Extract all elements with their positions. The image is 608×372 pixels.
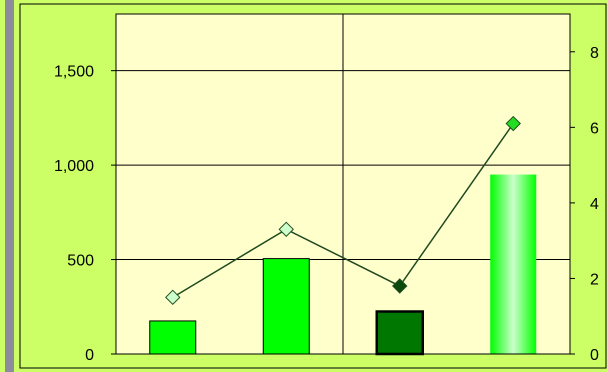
y2-tick-label: 0 [590, 347, 599, 364]
line-marker [392, 278, 408, 294]
chart-area-border [19, 3, 607, 369]
bar [262, 258, 310, 355]
bar [375, 310, 424, 356]
plot-frame [115, 13, 571, 355]
y-tick-label: 500 [67, 253, 94, 270]
gridlines [116, 14, 570, 354]
line-series [165, 115, 521, 306]
y2-tick-label: 6 [590, 120, 599, 137]
bar-series [149, 174, 537, 356]
line-marker [505, 115, 521, 132]
series-line [172, 123, 514, 298]
y2-tick-label: 4 [590, 196, 599, 213]
y-tick-label: 1,000 [54, 158, 94, 175]
axes: 0 500 1,000 1,500 0 2 4 6 8 [54, 13, 599, 364]
bar [149, 320, 197, 355]
y-tick-label: 0 [85, 347, 94, 364]
y-tick-label: 1,500 [54, 64, 94, 81]
line-marker [165, 289, 181, 306]
y2-tick-label: 8 [590, 45, 599, 62]
bar [490, 174, 537, 354]
window-divider-bar [5, 0, 14, 372]
line-marker [278, 221, 294, 238]
y2-tick-label: 2 [590, 271, 599, 288]
